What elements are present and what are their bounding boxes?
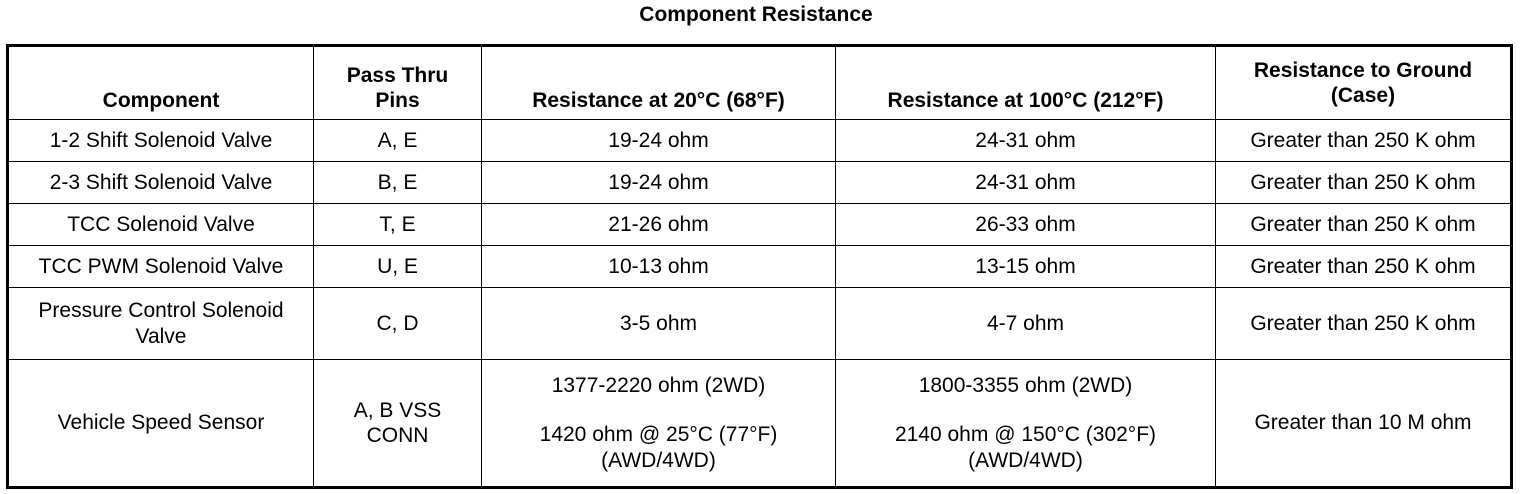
cell-resistance-ground: Greater than 250 K ohm	[1215, 203, 1512, 246]
header-resistance-100c: Resistance at 100°C (212°F)	[835, 45, 1216, 120]
header-resistance-to-ground: Resistance to Ground (Case)	[1215, 45, 1512, 120]
cell-resistance-20c: 1377-2220 ohm (2WD) 1420 ohm @ 25°C (77°…	[481, 359, 836, 488]
cell-pins: C, D	[313, 287, 482, 360]
cell-component: 1-2 Shift Solenoid Valve	[7, 119, 314, 162]
cell-resistance-ground: Greater than 10 M ohm	[1215, 359, 1512, 488]
header-row: Component Pass Thru Pins Resistance at 2…	[7, 45, 1512, 120]
table-row: TCC Solenoid Valve T, E 21-26 ohm 26-33 …	[7, 203, 1512, 246]
cell-component-line1: Pressure Control Solenoid	[38, 299, 284, 323]
cell-r20-awd-label: (AWD/4WD)	[601, 448, 716, 472]
cell-resistance-100c: 26-33 ohm	[835, 203, 1216, 246]
table-row: Vehicle Speed Sensor A, B VSS CONN 1377-…	[7, 359, 1512, 488]
cell-component: 2-3 Shift Solenoid Valve	[7, 161, 314, 204]
header-pass-thru-pins: Pass Thru Pins	[313, 45, 482, 120]
cell-pins-line2: CONN	[366, 424, 429, 447]
table-row: 2-3 Shift Solenoid Valve B, E 19-24 ohm …	[7, 161, 1512, 204]
cell-r100-awd: 2140 ohm @ 150°C (302°F)	[894, 423, 1157, 447]
cell-r20-2wd: 1377-2220 ohm (2WD)	[551, 374, 766, 398]
table-row: Pressure Control Solenoid Valve C, D 3-5…	[7, 287, 1512, 360]
cell-resistance-20c: 19-24 ohm	[481, 119, 836, 162]
cell-pins: A, B VSS CONN	[313, 359, 482, 488]
table-row: 1-2 Shift Solenoid Valve A, E 19-24 ohm …	[7, 119, 1512, 162]
cell-resistance-20c: 10-13 ohm	[481, 245, 836, 288]
cell-component: Vehicle Speed Sensor	[7, 359, 314, 488]
cell-resistance-ground: Greater than 250 K ohm	[1215, 161, 1512, 204]
cell-resistance-ground: Greater than 250 K ohm	[1215, 119, 1512, 162]
header-pins-line1: Pass Thru	[346, 63, 449, 87]
cell-r100-awd-label: (AWD/4WD)	[968, 448, 1083, 472]
cell-resistance-100c: 24-31 ohm	[835, 161, 1216, 204]
table-row: TCC PWM Solenoid Valve U, E 10-13 ohm 13…	[7, 245, 1512, 288]
cell-component: TCC Solenoid Valve	[7, 203, 314, 246]
cell-component-line2: Valve	[135, 324, 187, 348]
cell-r100-2wd: 1800-3355 ohm (2WD)	[918, 374, 1133, 398]
cell-resistance-20c: 19-24 ohm	[481, 161, 836, 204]
cell-resistance-ground: Greater than 250 K ohm	[1215, 245, 1512, 288]
cell-resistance-100c: 1800-3355 ohm (2WD) 2140 ohm @ 150°C (30…	[835, 359, 1216, 488]
header-ground-line2: (Case)	[1330, 84, 1396, 107]
header-pins-line2: Pins	[375, 88, 420, 112]
header-component: Component	[7, 45, 314, 120]
cell-component: TCC PWM Solenoid Valve	[7, 245, 314, 288]
cell-resistance-20c: 21-26 ohm	[481, 203, 836, 246]
cell-pins: B, E	[313, 161, 482, 204]
component-resistance-table: Component Pass Thru Pins Resistance at 2…	[6, 44, 1513, 489]
cell-resistance-100c: 24-31 ohm	[835, 119, 1216, 162]
cell-pins: U, E	[313, 245, 482, 288]
cell-component: Pressure Control Solenoid Valve	[7, 287, 314, 360]
cell-resistance-20c: 3-5 ohm	[481, 287, 836, 360]
cell-r20-awd: 1420 ohm @ 25°C (77°F)	[539, 423, 778, 447]
header-ground-line1: Resistance to Ground	[1253, 58, 1473, 82]
header-resistance-20c: Resistance at 20°C (68°F)	[481, 45, 836, 120]
cell-resistance-ground: Greater than 250 K ohm	[1215, 287, 1512, 360]
cell-pins: A, E	[313, 119, 482, 162]
cell-pins-line1: A, B VSS	[353, 398, 442, 422]
cell-resistance-100c: 4-7 ohm	[835, 287, 1216, 360]
table-title: Component Resistance	[639, 3, 873, 26]
cell-resistance-100c: 13-15 ohm	[835, 245, 1216, 288]
cell-pins: T, E	[313, 203, 482, 246]
